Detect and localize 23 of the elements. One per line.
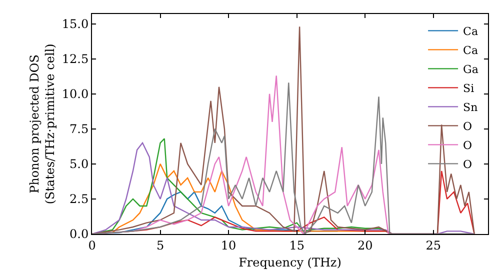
legend-label: O bbox=[463, 120, 472, 133]
x-tick-label: 20 bbox=[357, 238, 373, 252]
y-tick-label: 15.0 bbox=[62, 17, 89, 32]
legend-label: Ca bbox=[463, 24, 478, 38]
legend-label: Ga bbox=[463, 62, 479, 76]
y-tick-label: 7.5 bbox=[70, 122, 89, 136]
legend-label: O bbox=[463, 158, 472, 171]
y-axis-title: Phonon projected DOS (States/THz·primitive cell) bbox=[28, 44, 58, 204]
legend-label: Sn bbox=[463, 100, 478, 114]
x-tick-label: 10 bbox=[220, 238, 236, 252]
legend-label: Si bbox=[463, 82, 475, 95]
x-tick-label: 15 bbox=[289, 238, 304, 252]
y-tick-label: 2.5 bbox=[70, 192, 89, 206]
y-tick-label: 12.5 bbox=[62, 52, 89, 66]
y-tick-label: 10.0 bbox=[62, 87, 89, 102]
legend-label: O bbox=[463, 138, 472, 152]
legend-label: Ca bbox=[463, 44, 478, 57]
x-axis-title: Frequency (THz) bbox=[238, 255, 342, 270]
y-tick-label: 0.0 bbox=[70, 227, 89, 242]
x-tick-label: 0 bbox=[88, 238, 96, 252]
y-tick-label: 5.0 bbox=[70, 157, 89, 172]
x-tick-label: 25 bbox=[426, 238, 442, 252]
x-tick-label: 5 bbox=[156, 238, 164, 252]
